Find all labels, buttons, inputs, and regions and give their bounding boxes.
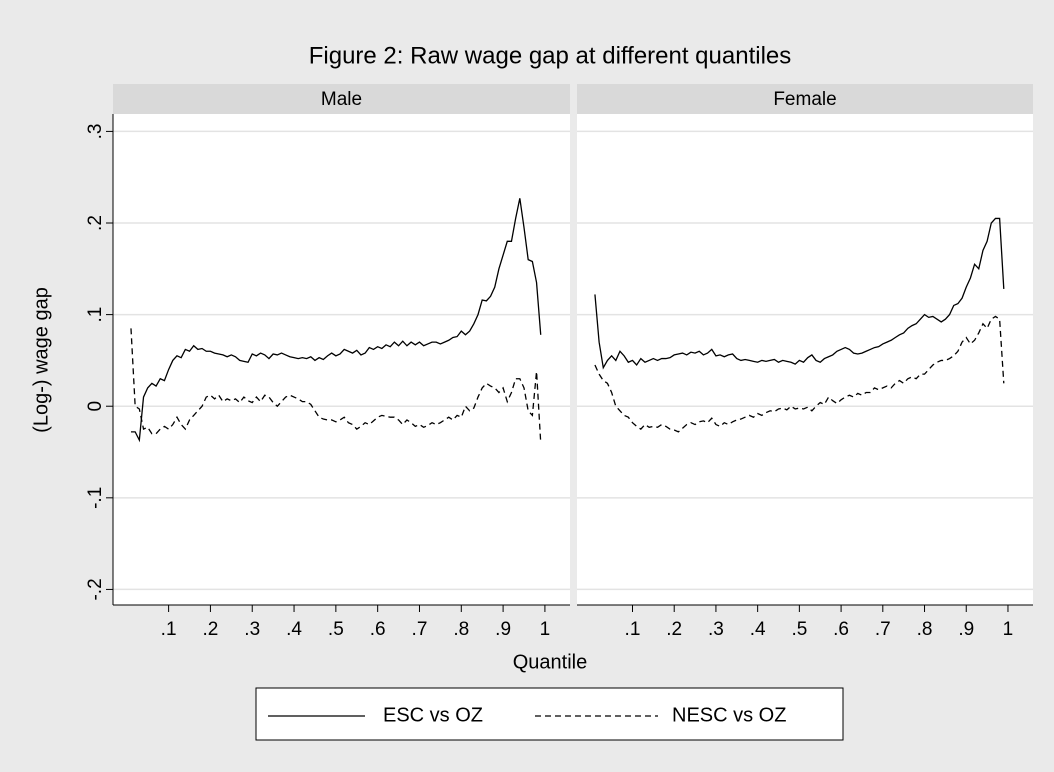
y-axis-label: (Log-) wage gap <box>30 287 52 433</box>
y-tick-label: .3 <box>85 123 106 139</box>
x-tick-label: .3 <box>708 619 724 640</box>
plot-area <box>113 114 570 605</box>
x-tick-label: 1 <box>540 619 551 640</box>
x-tick-label: .2 <box>202 619 218 640</box>
x-tick-label: .6 <box>833 619 849 640</box>
legend-label: NESC vs OZ <box>672 704 786 726</box>
x-tick-label: .7 <box>875 619 891 640</box>
x-tick-label: 1 <box>1003 619 1014 640</box>
x-tick-label: .4 <box>750 619 766 640</box>
x-tick-label: .5 <box>791 619 807 640</box>
y-tick-label: -.2 <box>85 578 106 600</box>
x-tick-label: .9 <box>958 619 974 640</box>
x-tick-label: .5 <box>328 619 344 640</box>
y-tick-label: -.1 <box>85 487 106 509</box>
panel-strip <box>577 84 1033 114</box>
series-line <box>594 217 1005 370</box>
x-tick-label: .1 <box>161 619 177 640</box>
x-tick-label: .7 <box>412 619 428 640</box>
x-tick-label: .9 <box>495 619 511 640</box>
panel-strip <box>113 84 570 114</box>
legend <box>255 687 844 741</box>
panel-title: Male <box>321 89 362 110</box>
x-tick-label: .4 <box>286 619 302 640</box>
series-line <box>130 198 542 443</box>
x-axis-label: Quantile <box>513 651 588 673</box>
x-tick-label: .2 <box>666 619 682 640</box>
chart-title: Figure 2: Raw wage gap at different quan… <box>309 42 792 69</box>
x-tick-label: .6 <box>370 619 386 640</box>
x-tick-label: .8 <box>917 619 933 640</box>
plot-area <box>577 114 1033 605</box>
x-tick-label: .1 <box>625 619 641 640</box>
panel-title: Female <box>773 89 836 110</box>
x-tick-label: .8 <box>453 619 469 640</box>
x-tick-label: .3 <box>244 619 260 640</box>
y-tick-label: .1 <box>85 307 106 323</box>
y-tick-label: .2 <box>85 215 106 231</box>
legend-label: ESC vs OZ <box>383 704 483 726</box>
series-line <box>130 328 542 443</box>
y-tick-label: 0 <box>85 401 106 412</box>
